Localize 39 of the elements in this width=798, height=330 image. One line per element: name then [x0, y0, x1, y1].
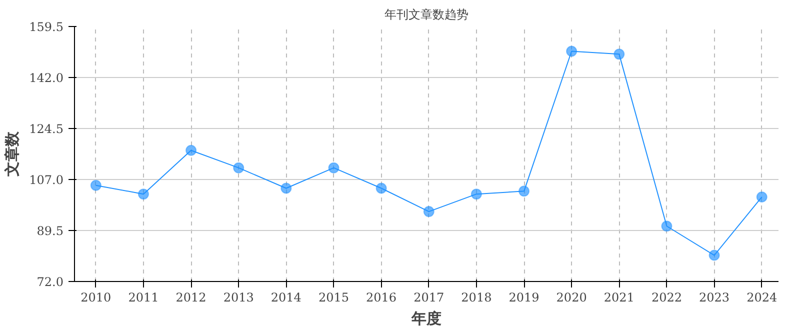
x-tick-label: 2014 [270, 290, 302, 304]
y-tick-label: 159.5 [29, 20, 64, 34]
point [376, 182, 387, 194]
point [661, 220, 672, 232]
y-tick-label: 72.0 [36, 275, 64, 289]
y-tick-label: 89.5 [36, 224, 64, 238]
x-tick-label: 2013 [223, 290, 254, 304]
point [138, 188, 149, 200]
y-tick-label: 142.0 [29, 71, 64, 85]
x-tick-label: 2019 [508, 290, 540, 304]
x-axis-title: 年度 [410, 310, 442, 328]
point [423, 206, 434, 218]
point [708, 250, 720, 261]
y-axis-title: 文章数 [3, 130, 22, 178]
point [328, 162, 340, 174]
point [233, 162, 244, 174]
y-tick-label: 107.0 [29, 173, 64, 187]
y-tick-label: 124.5 [29, 122, 64, 136]
x-tick-label: 2011 [128, 290, 159, 304]
x-tick-label: 2015 [318, 290, 350, 304]
x-tick-label: 2020 [556, 290, 587, 304]
point [470, 188, 482, 200]
point [518, 186, 530, 197]
x-tick-label: 2017 [414, 290, 444, 304]
x-tick-label: 2021 [604, 290, 634, 304]
x-tick-label: 2024 [746, 290, 778, 304]
x-tick-label: 2022 [651, 290, 682, 304]
x-tick-label: 2018 [461, 290, 492, 304]
chart-title: 年刊文章数趋势 [384, 8, 468, 22]
point [186, 144, 197, 156]
point [614, 48, 625, 60]
x-tick-label: 2010 [80, 290, 112, 304]
x-tick-label: 2023 [699, 290, 730, 304]
point [280, 182, 292, 194]
point [90, 180, 102, 191]
x-tick-label: 2012 [176, 290, 206, 304]
x-tick-label: 2016 [366, 290, 397, 304]
point [566, 46, 578, 57]
point [756, 191, 768, 202]
